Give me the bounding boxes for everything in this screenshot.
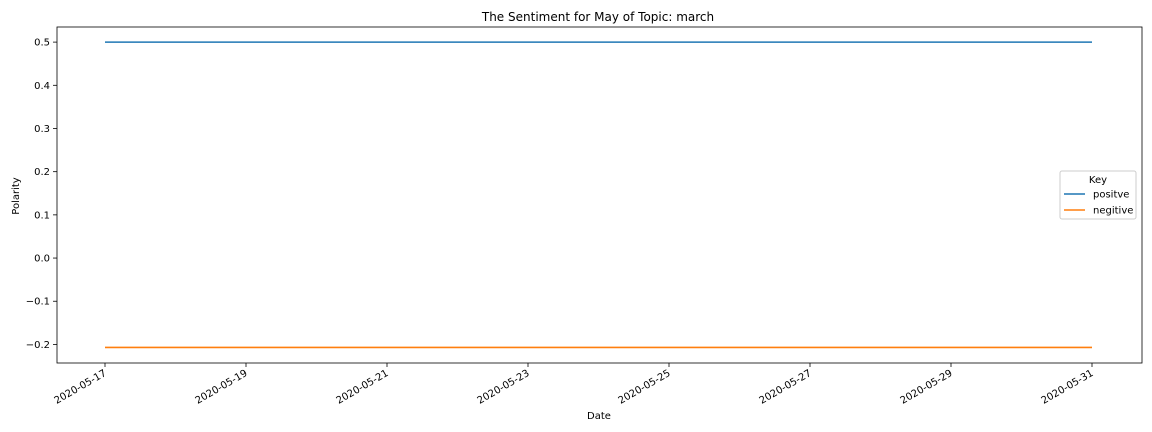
legend: Key positve negitive <box>1059 170 1137 220</box>
plot-area <box>56 26 1143 364</box>
y-tick-label: 0.1 <box>34 210 50 221</box>
legend-title: Key <box>1089 175 1107 186</box>
y-tick-label: 0.3 <box>34 124 50 135</box>
y-tick-label: 0.2 <box>34 167 50 178</box>
legend-label: positve <box>1093 190 1129 201</box>
y-axis-label: Polarity <box>11 177 22 215</box>
y-axis: 0.5 0.4 0.3 0.2 0.1 0.0 −0.1 −0.2 <box>26 38 57 351</box>
legend-label: negitive <box>1093 206 1133 217</box>
x-tick-label: 2020-05-23 <box>476 368 532 407</box>
x-tick-label: 2020-05-17 <box>53 368 109 407</box>
x-tick-label: 2020-05-19 <box>194 368 250 407</box>
x-tick-label: 2020-05-31 <box>1040 368 1096 407</box>
x-tick-label: 2020-05-21 <box>335 368 391 407</box>
x-axis: 2020-05-17 2020-05-19 2020-05-21 2020-05-23… <box>53 363 1096 407</box>
series-layer <box>105 41 1092 349</box>
y-tick-label: 0.5 <box>34 38 50 49</box>
x-axis-label: Date <box>587 411 611 422</box>
chart-title: The Sentiment for May of Topic: march <box>481 10 714 24</box>
y-tick-label: 0.4 <box>34 81 50 92</box>
y-tick-label: −0.2 <box>26 340 50 351</box>
x-tick-label: 2020-05-25 <box>617 368 673 407</box>
x-tick-label: 2020-05-27 <box>758 368 814 407</box>
y-tick-label: 0.0 <box>34 254 50 265</box>
x-tick-label: 2020-05-29 <box>899 368 955 407</box>
legend-box <box>1059 170 1137 220</box>
y-tick-label: −0.1 <box>26 297 50 308</box>
